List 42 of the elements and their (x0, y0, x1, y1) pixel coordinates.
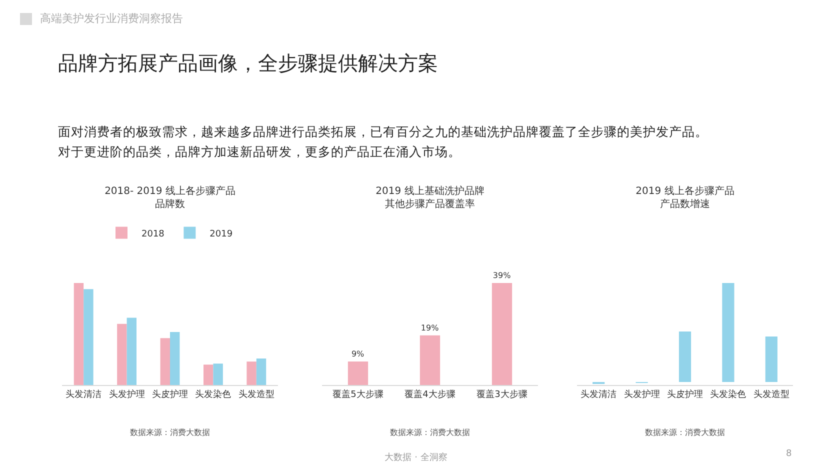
bar (74, 283, 84, 385)
bar (246, 362, 256, 385)
text: 高端美护发行业消费洞察报告 (40, 11, 183, 26)
chart-title: 2019 线上各步骤产品产品数增速 (634, 185, 736, 211)
x-tick-label: 覆盖5大步骤 (332, 388, 384, 400)
bar (126, 318, 137, 385)
bar (170, 332, 180, 385)
source-note: 数据来源：消费大数据 (390, 428, 470, 437)
text: 大数据 · 全洞察 (384, 453, 448, 463)
x-tick-label: 头发染色 (195, 388, 232, 400)
bar (160, 338, 170, 385)
source-note: 数据来源：消费大数据 (645, 428, 725, 437)
bar (117, 324, 127, 385)
x-tick-label: 覆盖4大步骤 (404, 388, 456, 400)
bar (678, 332, 692, 382)
x-tick-label: 头发造型 (238, 388, 274, 400)
legend-label: 2019 (210, 229, 233, 240)
chart-title: 2019 线上基础洗护品牌其他步骤产品覆盖率 (374, 185, 486, 211)
x-tick-label: 头皮护理 (667, 388, 703, 400)
legend-label: 2018 (142, 229, 165, 240)
bar (722, 282, 734, 382)
x-tick-label: 头发护理 (624, 388, 660, 400)
data-label: 19% (420, 323, 440, 332)
x-tick-label: 头发染色 (710, 388, 746, 400)
text: 品牌方拓展产品画像，全步骤提供解决方案 (58, 50, 438, 77)
bar (256, 358, 266, 385)
bar (765, 336, 778, 382)
chart-title: 2018- 2019 线上各步骤产品品牌数 (104, 185, 236, 211)
x-tick-label: 头发清洁 (580, 388, 617, 400)
text: 8 (786, 449, 792, 459)
data-label: 9% (351, 349, 365, 358)
bar (84, 289, 94, 385)
x-tick-label: 头皮护理 (152, 388, 188, 400)
x-tick-label: 头发清洁 (66, 388, 102, 400)
data-label: 39% (492, 271, 512, 280)
x-tick-label: 覆盖3大步骤 (476, 388, 528, 400)
source-note: 数据来源：消费大数据 (130, 428, 210, 437)
text: 面对消费者的极致需求，越来越多品牌进行品类拓展，已有百分之九的基础洗护品牌覆盖了全步骤的美护发产品。对于更进阶的品类，品牌方加速新品研发，更多的产品正在涌入市场。 (58, 123, 709, 161)
x-tick-label: 头发护理 (108, 388, 145, 400)
bar (203, 364, 214, 385)
bar (213, 364, 223, 385)
x-tick-label: 头发造型 (753, 388, 790, 400)
